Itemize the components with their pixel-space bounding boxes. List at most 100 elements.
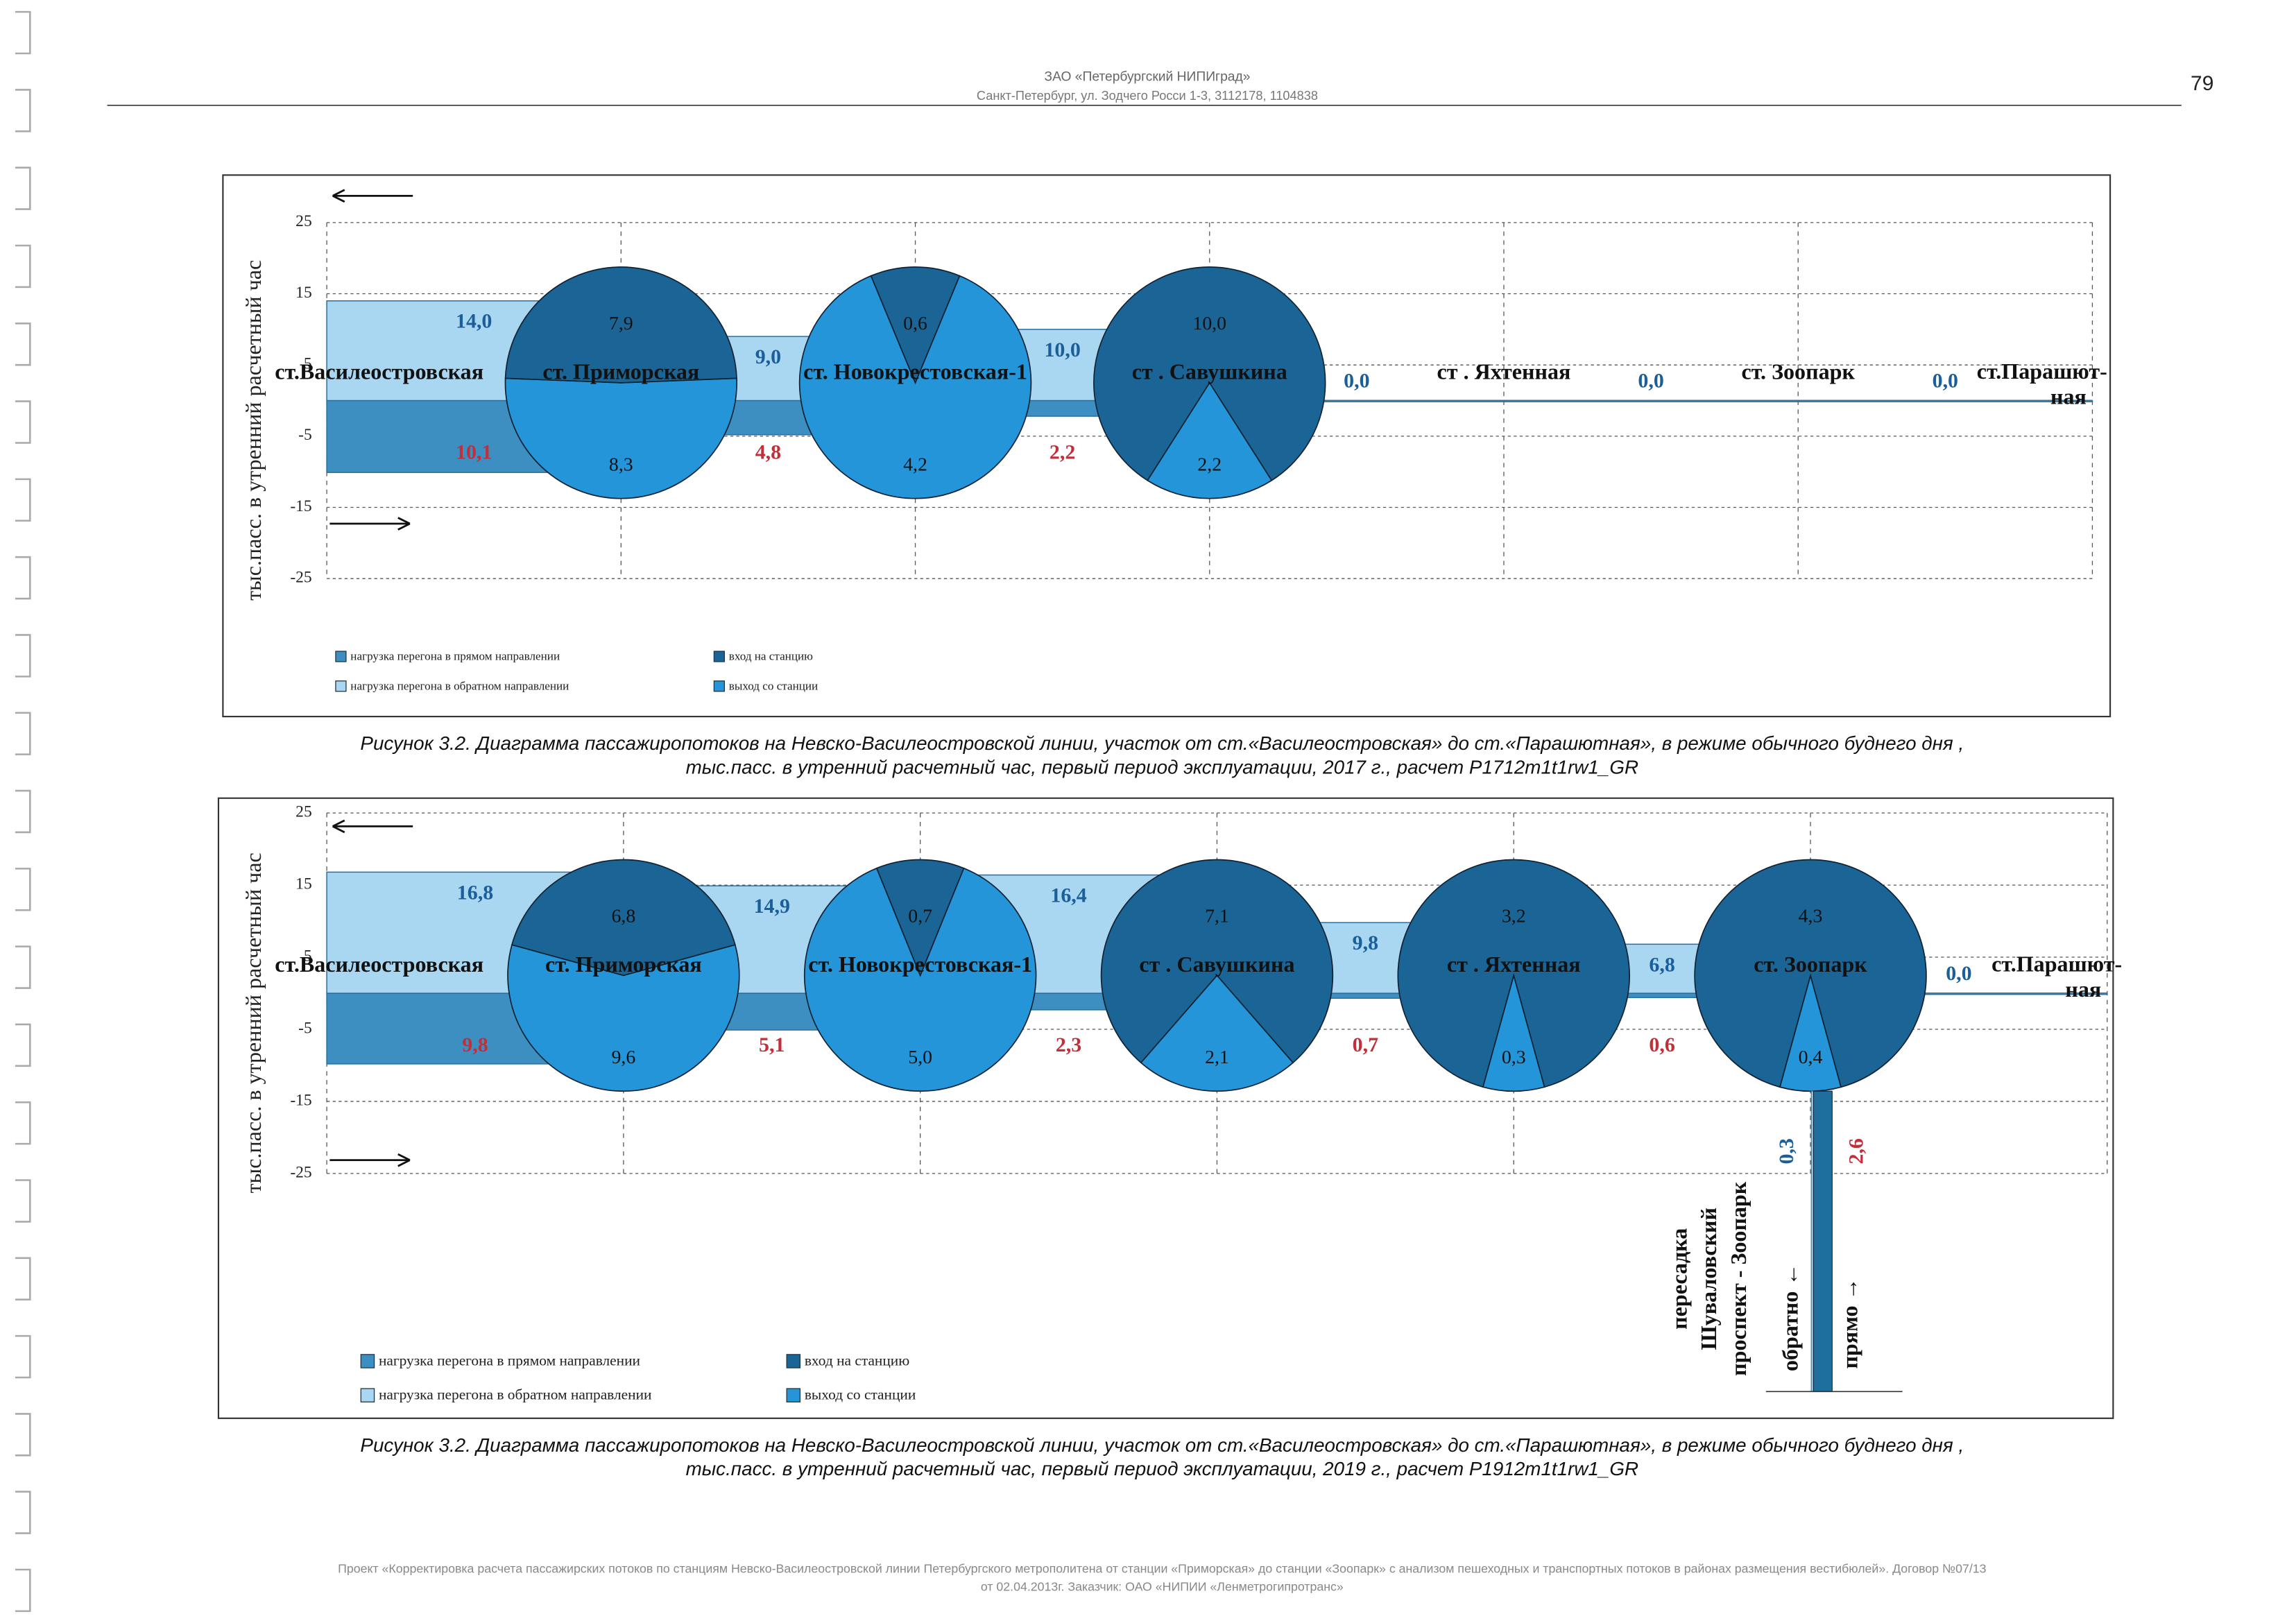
binder-mark	[15, 478, 31, 522]
y-tick-label: 15	[295, 875, 312, 893]
pie-slice-entry	[875, 859, 965, 977]
binder-mark	[15, 400, 31, 444]
y-tick-label: -15	[290, 497, 311, 515]
station-name: ст. Зоопарк	[1754, 952, 1867, 977]
segment-band	[1797, 400, 2093, 402]
y-tick-label: 5	[304, 947, 312, 965]
pie-slice-exit	[1147, 381, 1273, 499]
binder-mark	[15, 1101, 31, 1145]
station-name: ст.Василеостровская	[275, 952, 483, 977]
pie-slice-entry	[504, 266, 737, 384]
legend-label: нагрузка перегона в прямом направлении	[350, 649, 560, 662]
direction-arrowhead	[332, 189, 345, 203]
pie-slice-entry	[1093, 266, 1326, 481]
pie-label-exit: 8,3	[609, 454, 633, 475]
segment-label-backward: 0,0	[1638, 370, 1663, 393]
pie-label-entry: 0,6	[903, 313, 927, 334]
pie-slice-exit	[804, 867, 1037, 1092]
segment-label-forward: 0,6	[1649, 1033, 1674, 1056]
pie-label-exit: 2,2	[1197, 454, 1222, 475]
binder-mark	[15, 556, 31, 600]
pie-label-entry: 10,0	[1192, 313, 1226, 334]
transfer-title: пересадка	[1666, 1228, 1691, 1330]
y-tick-label: 15	[295, 284, 312, 302]
y-tick-label: -15	[290, 1091, 311, 1109]
binder-mark	[15, 945, 31, 989]
y-tick-label: 25	[295, 212, 312, 230]
direction-arrowhead	[332, 819, 345, 834]
transfer-back-value: 0,3	[1775, 1138, 1798, 1164]
legend-swatch	[335, 651, 347, 662]
legend-label: выход со станции	[729, 679, 818, 692]
pie-slice-entry	[1694, 859, 1927, 1088]
y-axis-label: тыс.пасс. в утренний расчетный час	[241, 852, 266, 1193]
y-tick-label: -5	[298, 1019, 312, 1037]
segment-label-backward: 6,8	[1649, 953, 1674, 976]
binder-mark	[15, 1023, 31, 1067]
y-tick-label: 5	[304, 355, 312, 373]
legend-swatch	[786, 1388, 801, 1402]
legend-swatch	[335, 680, 347, 692]
footer-line: Проект «Корректировка расчета пассажирск…	[338, 1562, 1986, 1576]
binder-mark	[15, 1413, 31, 1457]
pie-slice-entry	[1100, 859, 1334, 1064]
legend-swatch	[786, 1354, 801, 1368]
pie-slice-exit	[1779, 973, 1842, 1092]
segment-label-forward: 10,1	[456, 440, 492, 463]
pie-label-entry: 0,7	[908, 905, 932, 927]
legend-swatch	[713, 680, 725, 692]
legend-swatch	[713, 651, 725, 662]
binder-mark	[15, 789, 31, 834]
pie-label-entry: 7,1	[1205, 905, 1229, 927]
binder-mark	[15, 166, 31, 210]
direction-arrowhead	[397, 517, 411, 531]
station-name: ст . Яхтенная	[1447, 952, 1581, 977]
segment-label-forward: 5,1	[759, 1033, 785, 1056]
binder-mark	[15, 1257, 31, 1300]
y-tick-label: -25	[290, 1163, 311, 1181]
station-name: ст.Парашют- ная	[1977, 359, 2107, 409]
segment-label-backward: 0,0	[1933, 370, 1958, 393]
segment-label-forward: 0,7	[1353, 1033, 1378, 1056]
segment-label-forward: 2,3	[1056, 1033, 1081, 1056]
binder-mark	[15, 712, 31, 755]
pie-label-exit: 5,0	[908, 1047, 932, 1068]
figure-caption: тыс.пасс. в утренний расчетный час, перв…	[686, 756, 1638, 778]
pie-label-entry: 3,2	[1502, 905, 1526, 927]
header-company: ЗАО «Петербургский НИПИград»	[1044, 69, 1250, 84]
header-address: Санкт-Петербург, ул. Зодчего Росси 1-3, …	[977, 89, 1318, 103]
binder-mark	[15, 89, 31, 132]
pie-slice-exit	[507, 944, 740, 1092]
station-name: ст. Зоопарк	[1741, 359, 1855, 384]
legend-swatch	[360, 1388, 375, 1402]
pie-label-entry: 7,9	[609, 313, 633, 334]
segment-label-backward: 9,0	[755, 345, 781, 368]
segment-label-forward: 2,2	[1050, 440, 1075, 463]
figure-caption: Рисунок 3.2. Диаграмма пассажиропотоков …	[360, 732, 1964, 754]
binder-mark	[15, 1179, 31, 1223]
y-tick-label: 25	[295, 803, 312, 821]
pie-label-exit: 4,2	[903, 454, 927, 475]
binder-mark	[15, 1568, 31, 1613]
segment-label-backward: 16,4	[1050, 884, 1086, 907]
legend-label: нагрузка перегона в обратном направлении	[350, 679, 569, 692]
binder-mark	[15, 1491, 31, 1534]
figure-caption: тыс.пасс. в утренний расчетный час, перв…	[686, 1458, 1638, 1479]
binder-mark	[15, 10, 31, 55]
pie-label-exit: 9,6	[612, 1047, 636, 1068]
y-axis-label: тыс.пасс. в утренний расчетный час	[241, 260, 266, 601]
station-name: ст . Савушкина	[1139, 952, 1294, 977]
pie-slice-entry	[511, 859, 736, 977]
pie-label-exit: 0,3	[1502, 1047, 1526, 1068]
segment-label-forward: 4,8	[755, 440, 781, 463]
station-name: ст. Приморская	[542, 359, 699, 384]
pie-slice-exit	[504, 377, 737, 499]
legend-swatch	[360, 1354, 375, 1368]
station-name: ст.Парашют- ная	[1991, 952, 2122, 1002]
segment-label-backward: 14,0	[456, 310, 492, 333]
station-name: ст . Яхтенная	[1437, 359, 1571, 384]
pie-label-exit: 2,1	[1205, 1047, 1229, 1068]
segment-label-backward: 14,9	[754, 895, 790, 918]
segment-label-backward: 16,8	[457, 881, 493, 904]
